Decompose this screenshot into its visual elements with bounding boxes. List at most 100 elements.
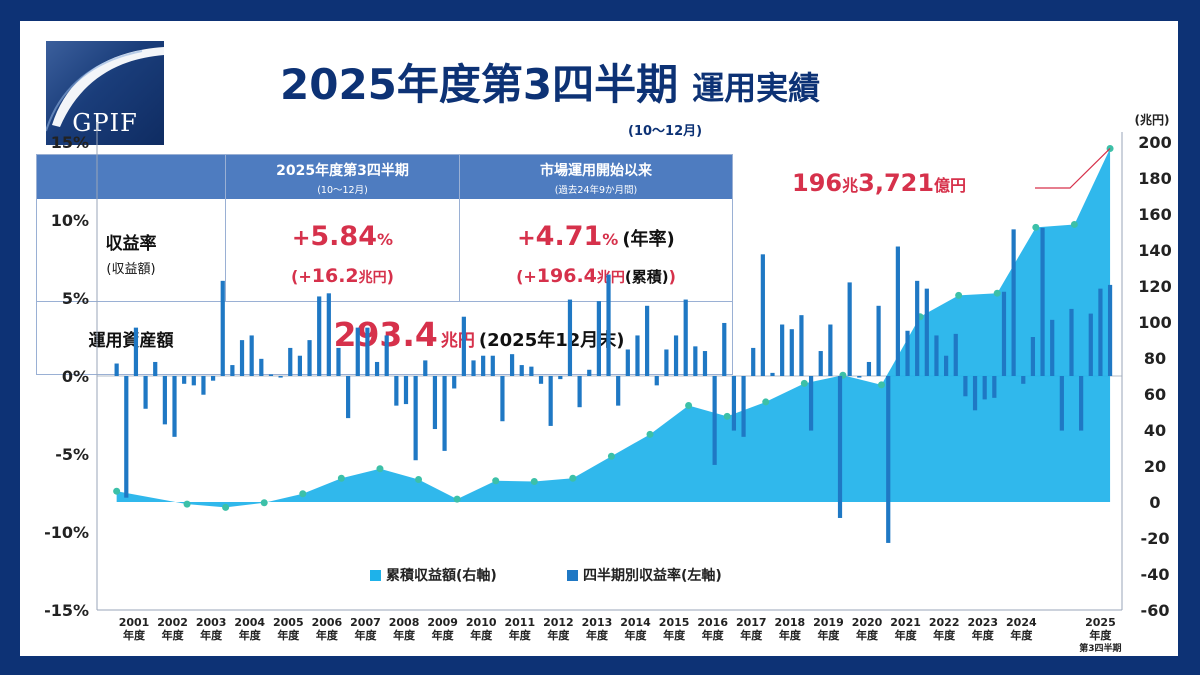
quarterly-bar bbox=[1107, 284, 1113, 376]
summary-table: 2025年度第3四半期 (10～12月) 市場運用開始以来 (過去24年9か月間… bbox=[36, 154, 733, 375]
quarterly-bar bbox=[1021, 376, 1026, 384]
quarterly-bar bbox=[751, 347, 756, 376]
legend-swatch-area bbox=[370, 570, 381, 581]
right-tick-label: -60 bbox=[1141, 601, 1170, 620]
quarter-rate: 5.84 bbox=[310, 221, 378, 252]
quarterly-bar bbox=[461, 316, 466, 376]
quarterly-bar bbox=[982, 376, 987, 400]
right-tick-label: 140 bbox=[1138, 241, 1171, 260]
quarterly-bar bbox=[538, 376, 544, 384]
cumulative-point bbox=[800, 379, 808, 387]
quarterly-bar bbox=[924, 288, 929, 376]
cumulative-point bbox=[492, 477, 500, 485]
cumulative-point bbox=[530, 477, 538, 485]
x-tick-suffix: 年度 bbox=[470, 628, 493, 642]
quarterly-bar bbox=[847, 282, 852, 376]
x-tick-year: 2022 bbox=[929, 616, 960, 629]
right-tick-label: 100 bbox=[1138, 313, 1171, 332]
quarterly-bar bbox=[268, 374, 274, 376]
x-tick-year: 2014 bbox=[620, 616, 651, 629]
x-tick-suffix: 年度 bbox=[393, 628, 416, 642]
cumulative-point bbox=[569, 474, 577, 482]
quarterly-bar bbox=[789, 329, 794, 376]
quarterly-bar bbox=[625, 349, 630, 376]
quarterly-bar bbox=[645, 305, 650, 376]
quarterly-bar bbox=[355, 327, 360, 376]
slide-canvas: GPIF 2025年度第3四半期 運用実績 (10～12月) 2025年度第3四半… bbox=[20, 21, 1178, 656]
quarter-amount-open: (+ bbox=[291, 267, 312, 286]
since-rate-note: (年率) bbox=[622, 229, 675, 250]
header-since-sub: (過去24年9か月間) bbox=[554, 185, 638, 196]
right-tick-label: -20 bbox=[1141, 529, 1170, 548]
quarterly-bar bbox=[220, 280, 225, 376]
quarterly-bar bbox=[1030, 337, 1036, 376]
quarterly-bar bbox=[452, 376, 457, 389]
since-amount-close: ) bbox=[668, 267, 676, 286]
quarterly-bar bbox=[886, 376, 891, 543]
quarterly-bar bbox=[693, 346, 698, 376]
cumulative-point bbox=[877, 381, 885, 389]
table-header-quarter: 2025年度第3四半期 (10～12月) bbox=[226, 155, 459, 199]
x-tick-year: 2002 bbox=[157, 616, 188, 629]
quarterly-bar bbox=[403, 376, 409, 405]
x-tick-suffix: 年度 bbox=[856, 628, 879, 642]
quarterly-bar bbox=[972, 376, 978, 411]
quarterly-bar bbox=[808, 376, 814, 431]
quarterly-bar bbox=[239, 340, 245, 376]
x-tick-suffix: 年度 bbox=[354, 628, 377, 642]
quarterly-bar bbox=[828, 324, 833, 376]
x-tick-suffix: 年度 bbox=[277, 628, 300, 642]
right-tick-label: 80 bbox=[1144, 349, 1166, 368]
title-main: 2025年度第3四半期 bbox=[280, 60, 679, 109]
quarter-amount-cell: (+16.2兆円) bbox=[226, 265, 459, 287]
quarterly-bar bbox=[1079, 376, 1084, 431]
since-rate-cell: +4.71% (年率) bbox=[460, 221, 732, 252]
x-tick-suffix: 年度 bbox=[123, 628, 146, 642]
x-tick-suffix: 年度 bbox=[432, 628, 455, 642]
assets-value-cell: 293.4 兆円 (2025年12月末) bbox=[226, 315, 732, 354]
x-tick-suffix: 年度 bbox=[162, 628, 185, 642]
quarterly-bar bbox=[336, 347, 341, 376]
since-amount-note: (累積) bbox=[624, 268, 669, 286]
x-tick-suffix: 年度 bbox=[1010, 628, 1033, 642]
cumulative-point bbox=[685, 402, 693, 410]
annotation-unit-a: 兆 bbox=[842, 176, 859, 195]
quarterly-bar bbox=[384, 335, 389, 376]
quarterly-bar bbox=[210, 376, 216, 381]
right-tick-label: 40 bbox=[1144, 421, 1166, 440]
since-amount-open: (+ bbox=[516, 267, 537, 286]
table-divider bbox=[37, 301, 732, 302]
quarterly-bar bbox=[683, 299, 688, 376]
x-tick-year: 2004 bbox=[234, 616, 265, 629]
x-tick-suffix: 年度 bbox=[817, 628, 840, 642]
quarterly-bar bbox=[596, 301, 601, 376]
quarterly-bar bbox=[307, 340, 312, 376]
quarterly-bar bbox=[1050, 319, 1055, 376]
header-quarter-sub: (10～12月) bbox=[317, 185, 368, 196]
cumulative-point bbox=[260, 499, 268, 507]
quarterly-bar bbox=[288, 347, 293, 376]
right-tick-label: 60 bbox=[1144, 385, 1166, 404]
x-tick-suffix: 年度 bbox=[702, 628, 725, 642]
quarterly-bar bbox=[1088, 313, 1093, 376]
quarterly-bar bbox=[326, 293, 331, 376]
x-tick-suffix: 年度 bbox=[547, 628, 570, 642]
quarterly-bar bbox=[702, 351, 708, 376]
quarterly-bar bbox=[1040, 227, 1045, 376]
cumulative-point bbox=[955, 291, 963, 299]
cumulative-area bbox=[116, 148, 1111, 508]
quarterly-bar bbox=[558, 376, 563, 380]
x-tick-year: 2021 bbox=[890, 616, 921, 629]
quarterly-bar bbox=[191, 376, 196, 386]
quarterly-bar bbox=[760, 254, 765, 376]
left-tick-label: -10% bbox=[44, 523, 89, 542]
page-title: 2025年度第3四半期 運用実績 bbox=[280, 51, 820, 112]
quarterly-bar bbox=[182, 376, 187, 384]
since-amount: 196.4 bbox=[536, 265, 597, 287]
quarterly-bar bbox=[770, 372, 775, 376]
quarterly-bar bbox=[606, 274, 611, 376]
x-tick-year: 2005 bbox=[273, 616, 304, 629]
quarterly-bar bbox=[442, 376, 447, 451]
left-tick-label: 0% bbox=[62, 367, 89, 386]
right-tick-label: 0 bbox=[1149, 493, 1160, 512]
